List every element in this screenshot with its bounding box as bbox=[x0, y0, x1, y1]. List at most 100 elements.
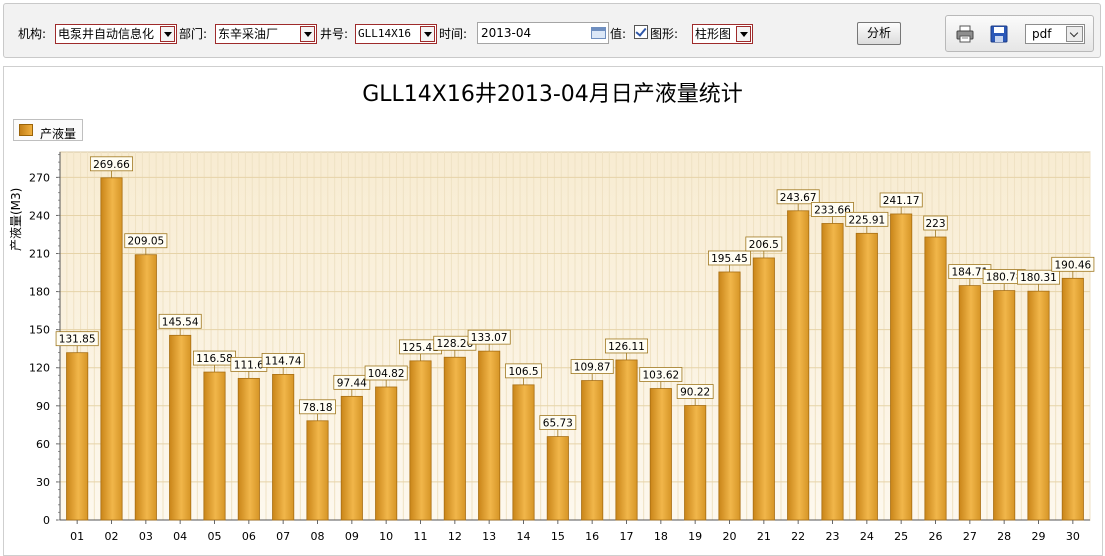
chevron-down-icon[interactable] bbox=[300, 26, 315, 42]
data-label: 195.45 bbox=[711, 253, 748, 265]
data-label: 125.41 bbox=[402, 342, 439, 354]
x-tick-label: 29 bbox=[1032, 530, 1046, 543]
chart-type-label: 图形: bbox=[650, 27, 679, 41]
y-tick-label: 210 bbox=[29, 248, 50, 261]
export-format-select[interactable]: pdf bbox=[1025, 24, 1085, 44]
bar bbox=[478, 350, 501, 521]
chevron-down-icon[interactable] bbox=[736, 26, 751, 42]
x-tick-label: 20 bbox=[723, 530, 737, 543]
bar bbox=[66, 352, 89, 521]
data-label: 114.74 bbox=[265, 355, 302, 367]
y-tick-label: 150 bbox=[29, 324, 50, 337]
x-tick-label: 01 bbox=[70, 530, 84, 543]
x-tick-label: 30 bbox=[1066, 530, 1080, 543]
data-label-box bbox=[639, 367, 683, 382]
dept-label: 部门: bbox=[179, 27, 208, 41]
well-select[interactable]: GLL14X16 bbox=[355, 24, 437, 44]
x-tick-label: 07 bbox=[276, 530, 290, 543]
bar bbox=[993, 290, 1016, 521]
data-label: 243.67 bbox=[780, 192, 817, 204]
org-select[interactable]: 电泵井自动信息化 bbox=[55, 24, 177, 44]
y-tick-label: 90 bbox=[36, 400, 50, 413]
x-tick-label: 02 bbox=[105, 530, 119, 543]
data-label-box bbox=[299, 399, 336, 415]
data-label-box bbox=[708, 250, 752, 266]
analyze-button[interactable]: 分析 bbox=[857, 22, 901, 45]
chart-legend: 产液量 bbox=[13, 119, 84, 141]
toolbar: 机构: 电泵井自动信息化 部门: 东辛采油厂 井号: GLL14X16 时间: … bbox=[3, 3, 1101, 58]
x-tick-label: 27 bbox=[963, 530, 977, 543]
x-tick-label: 03 bbox=[139, 530, 153, 543]
data-label: 90.22 bbox=[680, 387, 710, 399]
time-input[interactable]: 2013-04 bbox=[477, 22, 609, 44]
bar bbox=[443, 356, 466, 521]
bar bbox=[1027, 290, 1050, 521]
data-label: 233.66 bbox=[814, 204, 851, 216]
bar bbox=[306, 420, 329, 521]
data-label: 106.5 bbox=[508, 366, 538, 378]
data-label-box bbox=[776, 189, 820, 205]
chevron-down-icon[interactable] bbox=[160, 26, 175, 42]
time-input-value: 2013-04 bbox=[481, 26, 532, 40]
dept-select[interactable]: 东辛采油厂 bbox=[215, 24, 317, 44]
chart-type-select[interactable]: 柱形图 bbox=[692, 24, 753, 44]
calendar-icon[interactable] bbox=[591, 27, 606, 39]
chevron-down-icon[interactable] bbox=[420, 26, 435, 42]
data-label: 104.82 bbox=[368, 368, 405, 380]
data-label-box bbox=[1051, 256, 1095, 272]
chevron-down-icon[interactable] bbox=[1066, 26, 1083, 42]
chart-type-select-value: 柱形图 bbox=[695, 27, 732, 41]
bar bbox=[615, 359, 638, 521]
y-tick-label: 270 bbox=[29, 171, 50, 184]
data-label: 103.62 bbox=[642, 370, 679, 382]
legend-label: 产液量 bbox=[40, 127, 77, 141]
data-label-box bbox=[745, 236, 783, 252]
data-label: 97.44 bbox=[337, 377, 367, 389]
y-tick-label: 60 bbox=[36, 438, 50, 451]
y-tick-label: 120 bbox=[29, 362, 50, 375]
x-tick-label: 11 bbox=[414, 530, 428, 543]
data-label: 241.17 bbox=[883, 195, 920, 207]
x-tick-label: 25 bbox=[894, 530, 908, 543]
dept-select-value: 东辛采油厂 bbox=[218, 27, 279, 41]
x-tick-label: 09 bbox=[345, 530, 359, 543]
bar bbox=[100, 177, 123, 521]
data-label: 116.58 bbox=[196, 353, 233, 365]
data-label: 145.54 bbox=[162, 316, 199, 328]
bar bbox=[958, 285, 981, 521]
bar bbox=[340, 395, 363, 521]
time-label: 时间: bbox=[439, 27, 468, 41]
bar bbox=[375, 386, 398, 521]
data-label: 180.78 bbox=[986, 272, 1023, 284]
x-tick-label: 14 bbox=[517, 530, 531, 543]
data-label-box bbox=[364, 365, 408, 381]
data-label: 133.07 bbox=[471, 332, 508, 344]
data-label-box bbox=[923, 215, 948, 231]
chart-title: GLL14X16井2013-04月日产液量统计 bbox=[362, 82, 743, 107]
x-tick-label: 16 bbox=[585, 530, 599, 543]
data-label-box bbox=[158, 313, 202, 329]
value-label: 值: bbox=[610, 27, 627, 41]
x-tick-label: 18 bbox=[654, 530, 668, 543]
data-label: 184.71 bbox=[951, 267, 988, 279]
data-label-box bbox=[1017, 269, 1061, 285]
y-tick-label: 240 bbox=[29, 209, 50, 222]
legend-swatch bbox=[19, 124, 33, 136]
data-label: 223 bbox=[925, 218, 945, 230]
x-tick-label: 26 bbox=[929, 530, 943, 543]
bar bbox=[409, 360, 432, 521]
data-label-box bbox=[90, 156, 134, 172]
bar bbox=[237, 377, 260, 521]
data-label: 109.87 bbox=[574, 362, 611, 374]
value-checkbox[interactable] bbox=[634, 25, 648, 39]
save-icon[interactable] bbox=[990, 25, 1008, 43]
data-label: 126.11 bbox=[608, 341, 645, 353]
bar bbox=[890, 213, 913, 521]
data-label-box bbox=[261, 352, 305, 368]
data-label: 78.18 bbox=[302, 402, 332, 414]
data-label: 190.46 bbox=[1054, 259, 1091, 271]
bar bbox=[924, 236, 947, 521]
print-icon[interactable] bbox=[956, 25, 974, 43]
x-tick-label: 21 bbox=[757, 530, 771, 543]
data-label-box bbox=[570, 359, 614, 374]
